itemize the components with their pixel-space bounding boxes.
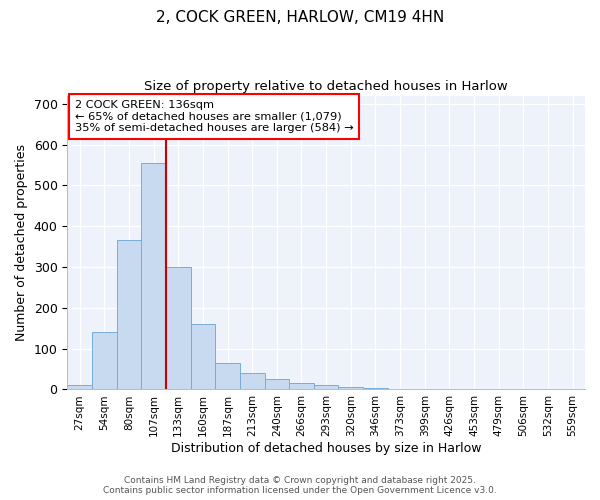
Title: Size of property relative to detached houses in Harlow: Size of property relative to detached ho… [144,80,508,93]
Bar [265,380,289,390]
Text: Contains HM Land Registry data © Crown copyright and database right 2025.
Contai: Contains HM Land Registry data © Crown c… [103,476,497,495]
Bar [92,332,116,390]
Bar [166,267,191,390]
Bar [116,240,141,390]
Bar [338,388,363,390]
Bar [141,163,166,390]
Bar [67,386,92,390]
Bar [363,388,388,390]
Text: 2, COCK GREEN, HARLOW, CM19 4HN: 2, COCK GREEN, HARLOW, CM19 4HN [156,10,444,25]
Bar [240,373,265,390]
Bar [314,386,338,390]
X-axis label: Distribution of detached houses by size in Harlow: Distribution of detached houses by size … [171,442,481,455]
Bar [191,324,215,390]
Bar [215,363,240,390]
Y-axis label: Number of detached properties: Number of detached properties [15,144,28,341]
Text: 2 COCK GREEN: 136sqm
← 65% of detached houses are smaller (1,079)
35% of semi-de: 2 COCK GREEN: 136sqm ← 65% of detached h… [75,100,353,133]
Bar [289,384,314,390]
